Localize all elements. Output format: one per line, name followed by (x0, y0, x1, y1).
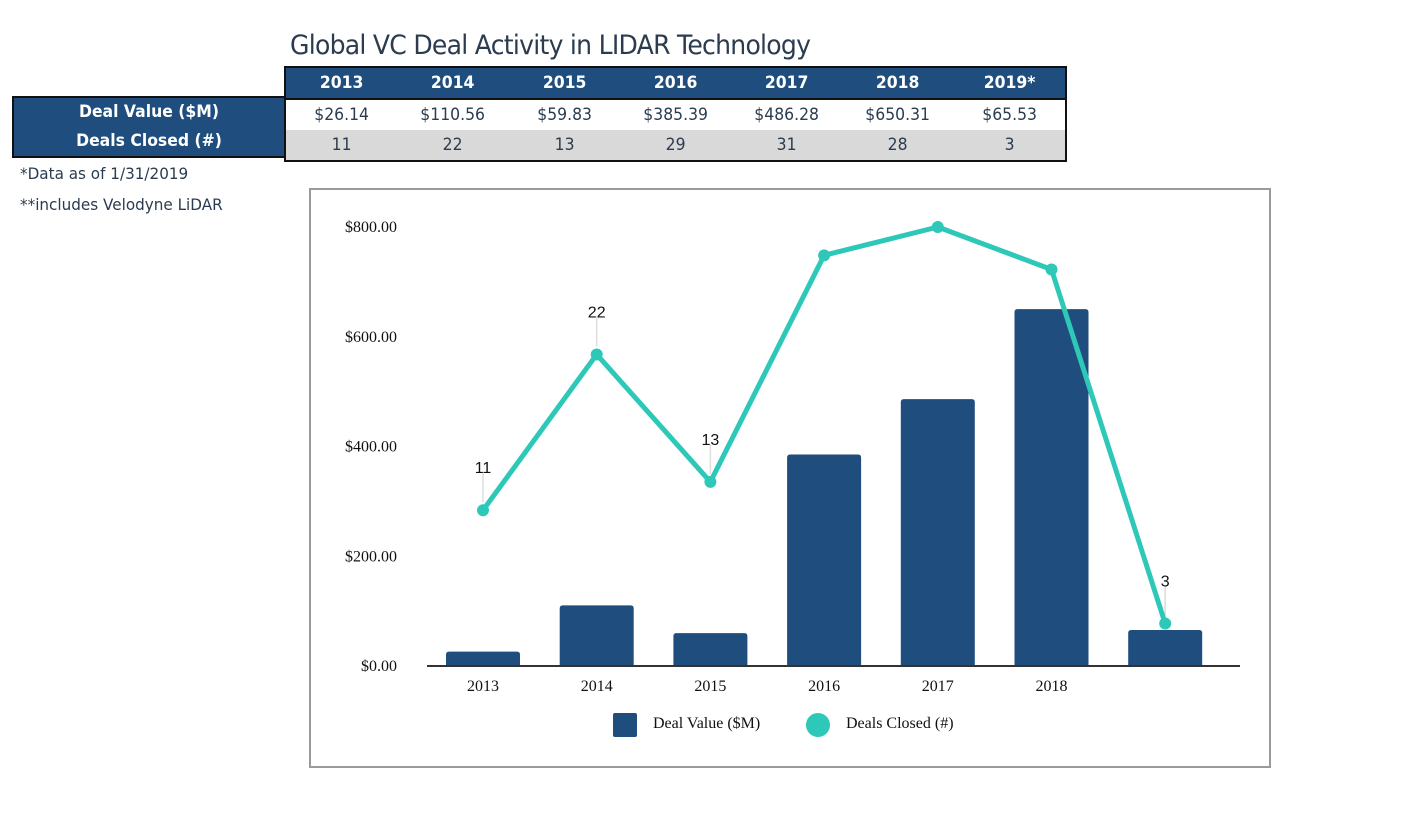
y-tick-label: $800.00 (345, 219, 397, 236)
table-cell: 22 (442, 135, 463, 155)
bar (1128, 630, 1203, 666)
legend-label-deals-closed: Deals Closed (#) (846, 715, 954, 732)
x-tick-label: 2014 (581, 678, 613, 695)
bar (446, 651, 520, 666)
table-header-row: 2013 2014 2015 2016 2017 2018 2019* (286, 68, 1065, 98)
table-row-deals-closed: 11 22 13 29 31 28 3 (286, 130, 1065, 160)
table-cell: 13 (554, 135, 575, 155)
y-tick-label: $200.00 (345, 548, 397, 565)
table-cell: $650.31 (865, 105, 931, 125)
footnote-velodyne: **includes Velodyne LiDAR (20, 195, 223, 214)
data-label: 22 (588, 304, 606, 321)
bar (1014, 309, 1089, 666)
y-tick-label: $400.00 (345, 439, 397, 456)
table-cell: $65.53 (981, 105, 1037, 125)
table-cell: $59.83 (536, 105, 592, 125)
row-label-deals-closed: Deals Closed (#) (76, 131, 222, 151)
bar (787, 454, 862, 666)
column-header: 2013 (319, 73, 364, 93)
footnote-data-date: *Data as of 1/31/2019 (20, 164, 189, 183)
legend-swatch-deal-value (613, 713, 637, 737)
legend-swatch-deals-closed (806, 713, 830, 737)
table-cell: 11 (331, 135, 352, 155)
x-tick-label: 2018 (1036, 678, 1068, 695)
legend-label-deal-value: Deal Value ($M) (653, 715, 760, 732)
row-label-deal-value: Deal Value ($M) (78, 102, 220, 122)
y-tick-label: $600.00 (345, 329, 397, 346)
x-tick-label: 2017 (922, 678, 954, 695)
line-point (704, 475, 717, 488)
column-header: 2018 (876, 73, 920, 93)
bar (900, 399, 975, 666)
table-row-headers: Deal Value ($M) Deals Closed (#) (12, 96, 284, 158)
column-header: 2014 (431, 73, 475, 93)
column-header: 2015 (542, 73, 586, 93)
bar (559, 605, 634, 666)
line-point (590, 348, 603, 361)
table-cell: $26.14 (314, 105, 369, 125)
line-point (1159, 617, 1172, 630)
table-cell: 31 (776, 135, 797, 155)
y-tick-label: $0.00 (361, 658, 397, 675)
column-header: 2019* (983, 73, 1036, 93)
column-header: 2017 (764, 73, 809, 93)
column-header: 2016 (653, 73, 698, 93)
line-point (1045, 263, 1058, 276)
table-cell: $385.39 (643, 105, 708, 125)
data-label: 13 (702, 432, 720, 449)
data-label: 3 (1161, 574, 1170, 591)
data-label: 11 (475, 460, 492, 477)
table-row-deal-value: $26.14 $110.56 $59.83 $385.39 $486.28 $6… (286, 98, 1065, 130)
line-point (477, 504, 489, 517)
table-cell: 29 (665, 135, 686, 155)
x-tick-label: 2015 (694, 678, 726, 695)
page-title: Global VC Deal Activity in LIDAR Technol… (290, 30, 811, 61)
x-tick-label: 2013 (467, 678, 499, 695)
line-point (818, 249, 831, 262)
table-cell: $486.28 (754, 105, 820, 125)
line-point (931, 221, 944, 233)
table-cell: 3 (1004, 135, 1015, 155)
x-tick-label: 2016 (808, 678, 840, 695)
data-table: 2013 2014 2015 2016 2017 2018 2019* $26.… (284, 66, 1067, 162)
table-cell: 28 (888, 135, 908, 155)
table-cell: $110.56 (420, 105, 486, 125)
bar (673, 633, 748, 666)
